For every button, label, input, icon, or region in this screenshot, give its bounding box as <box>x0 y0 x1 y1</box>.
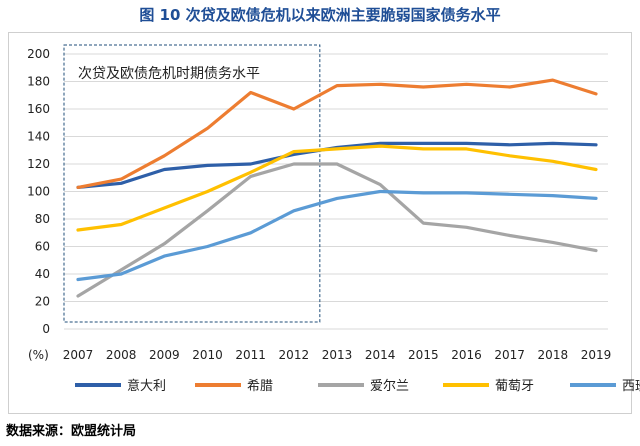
y-tick-label: 100 <box>27 185 50 199</box>
legend-label: 意大利 <box>127 378 166 394</box>
series-line <box>76 78 598 189</box>
series-line <box>76 162 598 298</box>
series-line <box>76 144 598 232</box>
y-tick-label: 140 <box>27 130 50 144</box>
x-tick-label: 2014 <box>365 348 396 362</box>
chart-title: 图 10 次贷及欧债危机以来欧洲主要脆弱国家债务水平 <box>139 6 501 24</box>
legend-label: 爱尔兰 <box>370 379 409 394</box>
x-tick-label: 2009 <box>149 348 180 362</box>
x-tick-label: 2012 <box>279 348 310 362</box>
x-tick-label: 2011 <box>235 348 266 362</box>
chart-frame <box>8 32 632 414</box>
crisis-period-box <box>63 44 321 323</box>
y-tick-label: 160 <box>27 102 50 116</box>
x-tick-label: 2008 <box>106 348 137 362</box>
legend-label: 葡萄牙 <box>495 379 534 394</box>
y-tick-label: 60 <box>35 240 50 254</box>
series-line <box>76 189 598 282</box>
y-tick-label: 20 <box>35 295 50 309</box>
x-tick-label: 2016 <box>451 348 482 362</box>
y-axis-unit-label: (%) <box>28 348 49 362</box>
crisis-period-label: 次贷及欧债危机时期债务水平 <box>78 66 260 82</box>
y-tick-label: 200 <box>27 47 50 61</box>
y-tick-label: 120 <box>27 157 50 171</box>
x-tick-label: 2007 <box>63 348 94 362</box>
x-tick-label: 2019 <box>581 348 612 362</box>
x-tick-label: 2018 <box>538 348 569 362</box>
y-tick-label: 40 <box>35 267 50 281</box>
y-tick-label: 180 <box>27 75 50 89</box>
data-source-note: 数据来源：欧盟统计局 <box>6 424 137 439</box>
y-tick-label: 0 <box>42 322 50 336</box>
legend-label: 西班牙 <box>622 379 640 394</box>
x-tick-label: 2017 <box>494 348 525 362</box>
x-tick-label: 2010 <box>192 348 223 362</box>
x-tick-label: 2015 <box>408 348 439 362</box>
y-tick-label: 80 <box>35 212 50 226</box>
legend-label: 希腊 <box>247 379 273 394</box>
x-tick-label: 2013 <box>322 348 353 362</box>
